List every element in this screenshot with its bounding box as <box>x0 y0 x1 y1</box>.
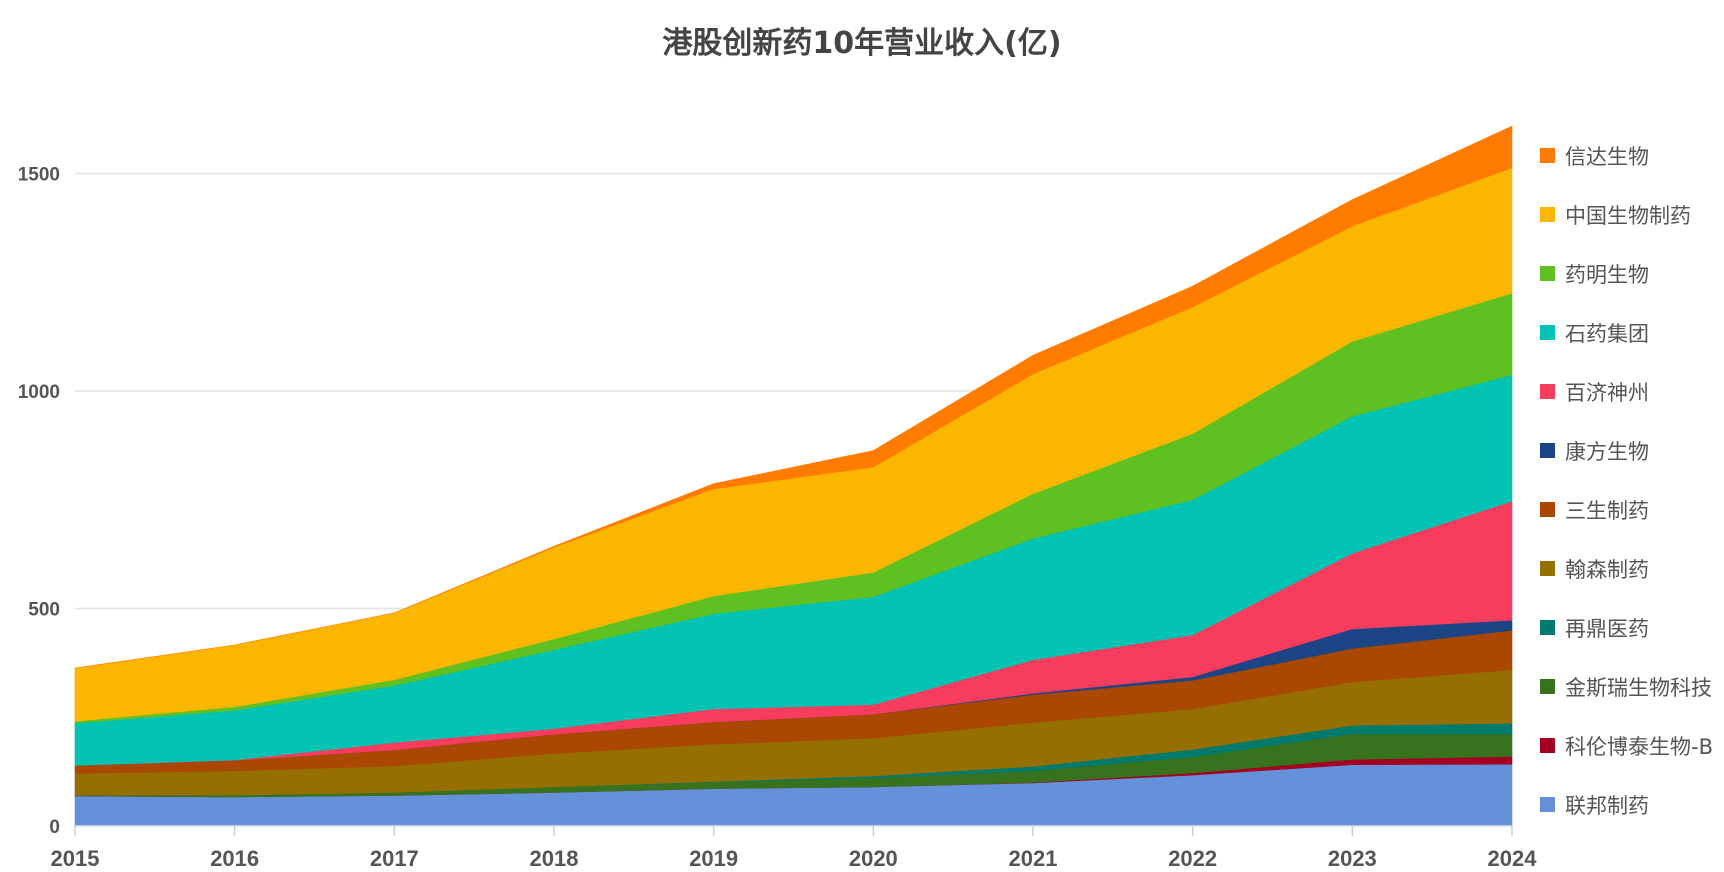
area-series-11[interactable] <box>74 125 1513 669</box>
chart-title: 港股创新药10年营业收入(亿) <box>662 26 1062 61</box>
legend-label: 再鼎医药 <box>1565 616 1649 641</box>
legend-label: 翰森制药 <box>1565 557 1649 582</box>
legend-item[interactable]: 石药集团 <box>1540 303 1713 362</box>
legend-swatch <box>1540 443 1555 458</box>
y-tick-label: 1500 <box>18 165 60 186</box>
legend-swatch <box>1540 620 1555 635</box>
x-tick-label: 2015 <box>51 846 100 871</box>
legend-item[interactable]: 联邦制药 <box>1540 775 1713 834</box>
legend-swatch <box>1540 738 1555 753</box>
legend-label: 三生制药 <box>1565 498 1649 523</box>
legend-label: 科伦博泰生物-B <box>1565 734 1713 759</box>
legend-label: 药明生物 <box>1565 262 1649 287</box>
x-tick-label: 2017 <box>370 846 419 871</box>
legend-swatch <box>1540 561 1555 576</box>
x-tick-label: 2024 <box>1488 846 1538 871</box>
legend-swatch <box>1540 207 1555 222</box>
y-tick-label: 500 <box>28 600 60 621</box>
legend-item[interactable]: 再鼎医药 <box>1540 598 1713 657</box>
x-tick-label: 2016 <box>210 846 259 871</box>
legend: 信达生物中国生物制药 药明生物石药集团百济神州康方生物三生制药翰森制药再鼎医药金斯… <box>1540 126 1713 834</box>
x-tick-label: 2018 <box>530 846 579 871</box>
legend-item[interactable]: 信达生物 <box>1540 126 1713 185</box>
legend-label: 金斯瑞生物科技 <box>1565 675 1712 700</box>
area-series-group <box>74 125 1513 827</box>
x-tick-label: 2020 <box>849 846 898 871</box>
legend-item[interactable]: 翰森制药 <box>1540 539 1713 598</box>
axes: 0 500 1000 1500 2015 2016 2017 2018 2019 2020 2021… <box>18 165 1538 872</box>
legend-item[interactable]: 百济神州 <box>1540 362 1713 421</box>
legend-swatch <box>1540 679 1555 694</box>
legend-label: 康方生物 <box>1565 439 1649 464</box>
legend-swatch <box>1540 384 1555 399</box>
legend-item[interactable]: 三生制药 <box>1540 480 1713 539</box>
x-tick-label: 2022 <box>1168 846 1217 871</box>
legend-swatch <box>1540 502 1555 517</box>
legend-label: 信达生物 <box>1565 144 1649 169</box>
legend-swatch <box>1540 148 1555 163</box>
x-tick-label: 2021 <box>1009 846 1058 871</box>
legend-label: 百济神州 <box>1565 380 1649 405</box>
x-tick-label: 2023 <box>1328 846 1377 871</box>
legend-label: 联邦制药 <box>1565 793 1649 818</box>
legend-item[interactable]: 康方生物 <box>1540 421 1713 480</box>
legend-swatch <box>1540 325 1555 340</box>
legend-label: 石药集团 <box>1565 321 1649 346</box>
legend-item[interactable]: 中国生物制药 <box>1540 185 1713 244</box>
legend-item[interactable]: 金斯瑞生物科技 <box>1540 657 1713 716</box>
legend-item[interactable]: 科伦博泰生物-B <box>1540 716 1713 775</box>
y-tick-label: 0 <box>49 817 60 838</box>
legend-swatch <box>1540 797 1555 812</box>
legend-swatch <box>1540 266 1555 281</box>
y-tick-label: 1000 <box>18 382 60 403</box>
x-tick-label: 2019 <box>689 846 738 871</box>
legend-label: 中国生物制药 <box>1565 203 1691 228</box>
legend-item[interactable]: 药明生物 <box>1540 244 1713 303</box>
